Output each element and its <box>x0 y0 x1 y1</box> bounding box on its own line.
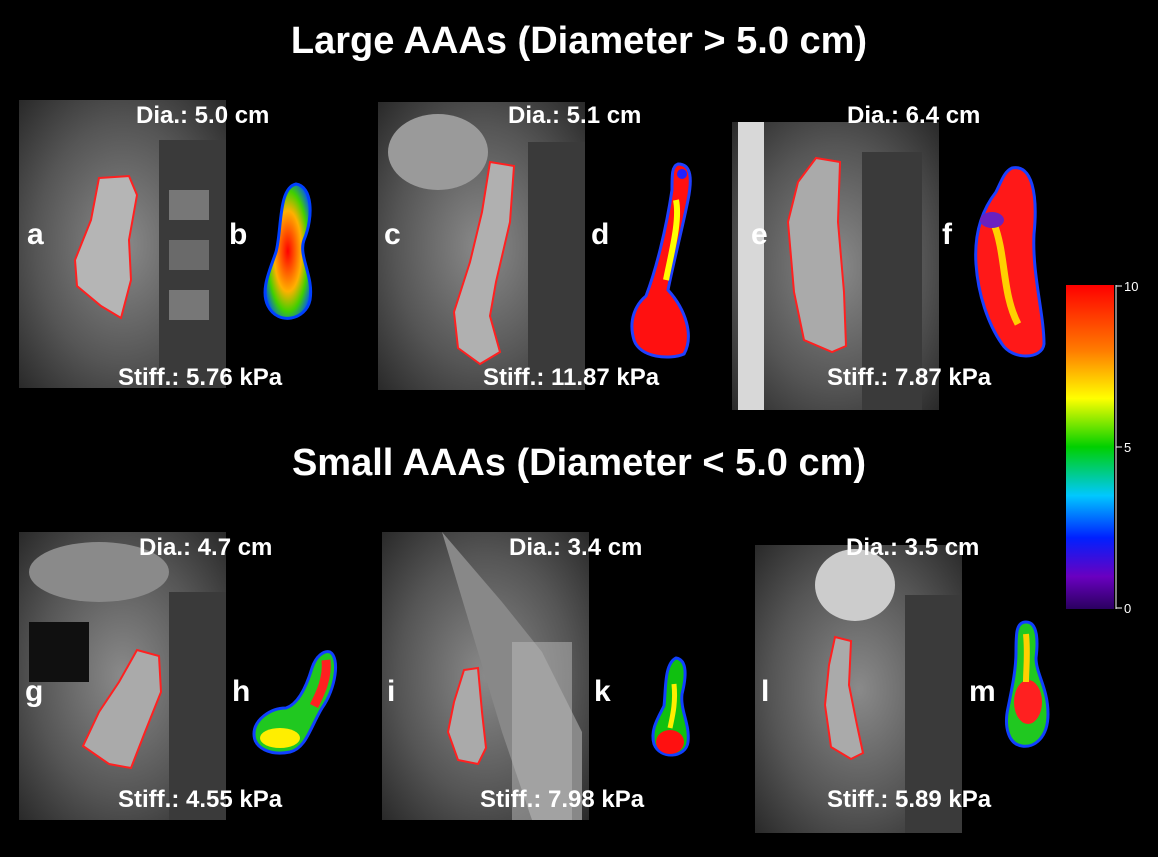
colorbar-tick-10: 10 <box>1124 279 1139 294</box>
colorbar-tick-0: 0 <box>1124 601 1132 616</box>
diameter-label-i: Dia.: 3.4 cm <box>509 534 643 561</box>
stiffness-map-m <box>1002 618 1052 757</box>
panel-letter-d: d <box>591 218 610 251</box>
stiffness-label-l: Stiff.: 5.89 kPa <box>827 786 992 813</box>
colorbar-tick-5: 5 <box>1124 440 1132 455</box>
title-small-aaas: Small AAAs (Diameter < 5.0 cm) <box>291 442 867 484</box>
mri-image-c <box>378 102 585 390</box>
panel-letter-c: c <box>384 218 401 251</box>
mri-image-e <box>732 122 939 410</box>
stiffness-map-h <box>250 648 340 763</box>
diameter-label-e: Dia.: 6.4 cm <box>847 102 981 129</box>
panel-letter-g: g <box>25 675 44 708</box>
panel-letter-i: i <box>387 675 396 708</box>
diameter-label-c: Dia.: 5.1 cm <box>508 102 642 129</box>
stiffness-map-f <box>972 164 1052 365</box>
stiffness-map-k <box>648 654 692 767</box>
panel-letter-a: a <box>27 218 44 251</box>
mri-image-i <box>382 532 589 820</box>
stiffness-label-i: Stiff.: 7.98 kPa <box>480 786 645 813</box>
stiffness-label-a: Stiff.: 5.76 kPa <box>118 364 283 391</box>
mri-image-a <box>19 100 226 388</box>
panel-letter-f: f <box>942 218 952 251</box>
mri-image-l <box>755 545 962 833</box>
stiffness-map-b <box>258 180 320 333</box>
stiffness-label-e: Stiff.: 7.87 kPa <box>827 364 992 391</box>
colorbar: 10 5 0 <box>1066 279 1140 616</box>
panel-letter-m: m <box>969 675 996 708</box>
panel-letter-h: h <box>232 675 251 708</box>
mri-image-g <box>19 532 226 820</box>
panel-letter-b: b <box>229 218 248 251</box>
panel-letter-e: e <box>751 218 768 251</box>
panel-letter-l: l <box>761 675 770 708</box>
diameter-label-l: Dia.: 3.5 cm <box>846 534 980 561</box>
stiffness-label-g: Stiff.: 4.55 kPa <box>118 786 283 813</box>
diameter-label-g: Dia.: 4.7 cm <box>139 534 273 561</box>
diameter-label-a: Dia.: 5.0 cm <box>136 102 270 129</box>
stiffness-map-d <box>626 160 696 365</box>
stiffness-label-c: Stiff.: 11.87 kPa <box>483 364 660 391</box>
title-large-aaas: Large AAAs (Diameter > 5.0 cm) <box>290 20 868 62</box>
panel-letter-k: k <box>594 675 611 708</box>
